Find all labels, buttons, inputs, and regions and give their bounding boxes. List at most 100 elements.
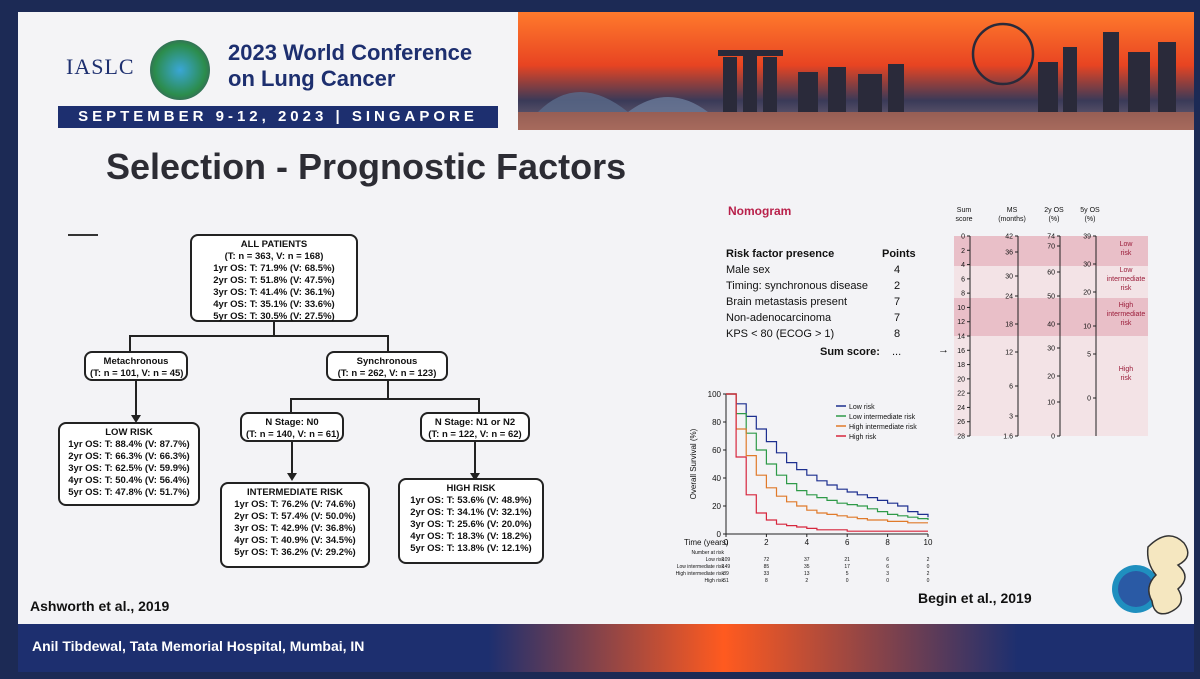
x-axis-label: Time (years) (684, 538, 729, 547)
presenter-credit: Anil Tibdewal, Tata Memorial Hospital, M… (32, 638, 365, 654)
risk-table-cell: 0 (886, 578, 889, 584)
risk-table-label: High intermediate risk (676, 571, 725, 577)
box-title: N Stage: N0 (265, 417, 319, 428)
risk-table-cell: 0 (927, 578, 930, 584)
os-row: 4yr OS: T: 18.3% (V: 18.2%) (410, 531, 532, 542)
risk-band (954, 266, 1148, 298)
risk-band (954, 336, 1148, 436)
connector (387, 335, 389, 351)
os-row: 1yr OS: T: 88.4% (V: 87.7%) (68, 439, 190, 450)
x-tick-label: 8 (885, 538, 890, 547)
risk-table-cell: 3 (886, 571, 889, 577)
scale-tick-label: 70 (1047, 244, 1055, 251)
footer-bar: Anil Tibdewal, Tata Memorial Hospital, M… (18, 624, 1194, 672)
scale-tick-label: 39 (1083, 234, 1091, 241)
scale-tick-label: 18 (1005, 322, 1013, 329)
risk-table-cell: 8 (765, 578, 768, 584)
box-title: Metachronous (103, 356, 169, 367)
scale-tick-label: 30 (1005, 274, 1013, 281)
km-curve-high-intermediate-risk (726, 393, 928, 524)
scale-tick-label: 0 (1051, 434, 1055, 441)
os-row: 3yr OS: T: 41.4% (V: 36.1%) (213, 287, 335, 298)
connector (129, 335, 131, 351)
scale-tick-label: 12 (957, 319, 965, 326)
risk-table-cell: 17 (844, 564, 850, 570)
risk-table-cell: 13 (804, 571, 810, 577)
connector (273, 322, 275, 336)
risk-table-header: Number at risk (691, 550, 724, 556)
divider (68, 234, 98, 236)
scale-tick-label: 0 (1087, 396, 1091, 403)
arrow-right-icon: → (938, 344, 949, 356)
risk-band (954, 298, 1148, 336)
arrow-icon (131, 415, 141, 423)
legend-entry: Low risk (849, 404, 875, 411)
connector (290, 398, 292, 412)
sum-score-value: ... (892, 346, 902, 358)
connector (387, 381, 389, 399)
arrow-icon (287, 473, 297, 481)
date-location-bar: SEPTEMBER 9-12, 2023 | SINGAPORE (58, 106, 498, 128)
y-tick-label: 20 (712, 502, 721, 511)
conference-title: 2023 World Conference on Lung Cancer (228, 40, 472, 92)
scale-header: 2y OS (%) (1044, 207, 1064, 223)
risk-table-cell: 85 (764, 564, 770, 570)
scale-tick-label: 30 (1083, 262, 1091, 269)
os-row: 4yr OS: T: 35.1% (V: 33.6%) (213, 299, 335, 310)
km-curve-high-risk (726, 393, 928, 532)
box-n: (T: n = 101, V: n = 45) (90, 368, 184, 379)
risk-group-label: High risk (1119, 366, 1134, 382)
risk-table-cell: 33 (764, 571, 770, 577)
os-row: 4yr OS: T: 50.4% (V: 56.4%) (68, 475, 190, 486)
risk-table-label: Low risk (706, 557, 725, 563)
y-axis-label: Overall Survival (%) (689, 428, 698, 499)
risk-table-cell: 35 (804, 564, 810, 570)
scale-tick-label: 4 (961, 262, 965, 269)
conference-banner: IASLC 2023 World Conference on Lung Canc… (18, 12, 1194, 130)
os-row: 1yr OS: T: 76.2% (V: 74.6%) (234, 499, 356, 510)
x-tick-label: 6 (845, 538, 850, 547)
scale-tick-label: 20 (957, 376, 965, 383)
x-tick-label: 4 (805, 538, 810, 547)
merlion-logo-icon (1112, 535, 1189, 615)
conference-title-line1: 2023 World Conference (228, 40, 473, 65)
risk-table-cell: 6 (886, 557, 889, 563)
risk-table-cell: 0 (927, 564, 930, 570)
scale-tick-label: 18 (957, 362, 965, 369)
os-row: 5yr OS: T: 13.8% (V: 12.1%) (410, 543, 532, 554)
nomogram-scales: Low risk Low intermediate risk High intermedia… (954, 207, 1148, 441)
citation-right: Begin et al., 2019 (918, 590, 1032, 606)
os-row: 3yr OS: T: 25.6% (V: 20.0%) (410, 519, 532, 530)
n1-n2-box: N Stage: N1 or N2 (T: n = 122, V: n = 62… (420, 412, 530, 442)
scale-header: MS (months) (998, 207, 1026, 223)
risk-table-cell: 37 (804, 557, 810, 563)
box-title: INTERMEDIATE RISK (247, 487, 343, 498)
y-tick-label: 0 (717, 530, 722, 539)
factor-label: Timing: synchronous disease (726, 280, 869, 292)
os-row: 5yr OS: T: 30.5% (V: 27.5%) (213, 311, 335, 322)
scale-tick-label: 30 (1047, 346, 1055, 353)
os-row: 2yr OS: T: 51.8% (V: 47.5%) (213, 275, 335, 286)
y-tick-label: 100 (708, 390, 722, 399)
os-row: 2yr OS: T: 57.4% (V: 50.0%) (234, 511, 356, 522)
os-row: 3yr OS: T: 42.9% (V: 36.8%) (234, 523, 356, 534)
scale-tick-label: 60 (1047, 270, 1055, 277)
factor-label: Male sex (726, 264, 771, 276)
risk-table-cell: 0 (846, 578, 849, 584)
citation-left: Ashworth et al., 2019 (30, 598, 170, 614)
factor-label: Non-adenocarcinoma (726, 312, 832, 324)
km-curve-low-risk (726, 393, 929, 518)
conference-emblem-icon (150, 40, 210, 100)
box-title: N Stage: N1 or N2 (434, 417, 516, 428)
scale-tick-label: 10 (957, 305, 965, 312)
os-row: 5yr OS: T: 47.8% (V: 51.7%) (68, 487, 190, 498)
legend-entry: High intermediate risk (849, 424, 917, 431)
factor-points: 8 (894, 328, 901, 340)
scale-tick-label: 14 (957, 334, 965, 341)
risk-table-cell: 149 (722, 564, 731, 570)
risk-band (954, 236, 1148, 266)
arrow-icon (470, 473, 480, 481)
scale-tick-label: 50 (1047, 294, 1055, 301)
nomogram-header-points: Points (882, 248, 916, 260)
